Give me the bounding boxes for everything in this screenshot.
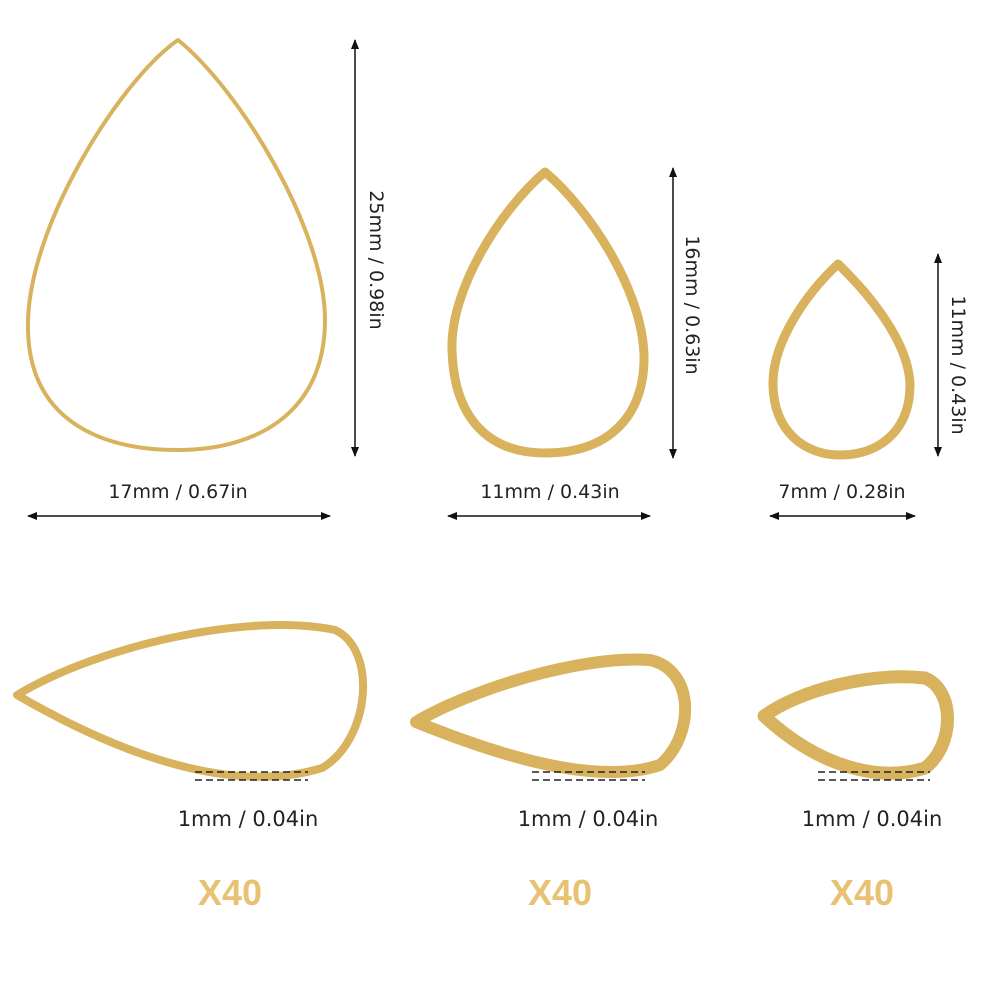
thickness-label: 1mm / 0.04in bbox=[178, 807, 319, 831]
thickness-label: 1mm / 0.04in bbox=[518, 807, 659, 831]
quantity-label: X40 bbox=[198, 872, 262, 913]
medium-ring bbox=[447, 167, 649, 458]
width-label: 7mm / 0.28in bbox=[778, 481, 905, 503]
width-label: 17mm / 0.67in bbox=[108, 481, 247, 503]
height-label: 11mm / 0.43in bbox=[947, 295, 969, 434]
thickness-label: 1mm / 0.04in bbox=[802, 807, 943, 831]
quantity-label: X40 bbox=[528, 872, 592, 913]
large-ring bbox=[25, 38, 327, 452]
width-label: 11mm / 0.43in bbox=[480, 481, 619, 503]
height-label: 25mm / 0.98in bbox=[365, 190, 387, 329]
small-ring bbox=[768, 259, 915, 460]
medium-side bbox=[410, 653, 692, 779]
small-side bbox=[757, 670, 954, 780]
height-label: 16mm / 0.63in bbox=[681, 235, 703, 374]
large-side bbox=[13, 621, 368, 781]
quantity-label: X40 bbox=[830, 872, 894, 913]
